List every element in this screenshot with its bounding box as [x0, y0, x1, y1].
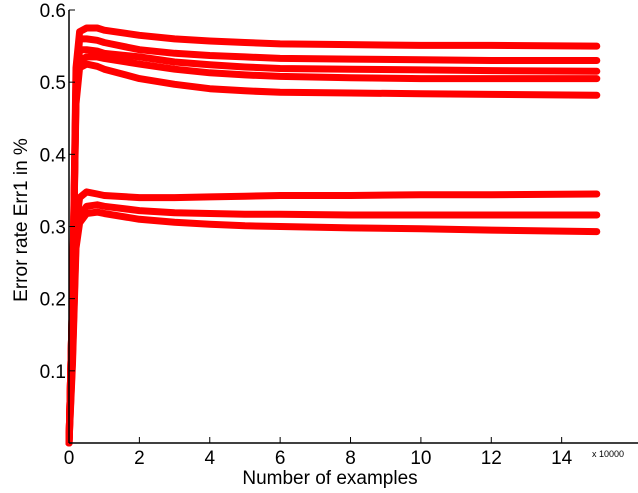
y-tick-label: 0.4 — [40, 145, 67, 166]
y-tick-label: 0.3 — [40, 218, 66, 239]
x-tick-label: 12 — [481, 448, 502, 469]
y-tick-label: 0.6 — [40, 1, 66, 22]
y-tick-label: 0.2 — [40, 290, 66, 311]
x-tick-label: 2 — [134, 448, 145, 469]
x-tick-label: 4 — [204, 448, 215, 469]
ticks-layer: 0 2 4 6 8 10 12 14 0.1 0.2 0.3 0.4 0.5 0.6 — [40, 1, 573, 469]
series-line-5 — [65, 60, 601, 447]
x-tick-label: 8 — [345, 448, 356, 469]
x-tick-label: 14 — [551, 448, 573, 469]
series-line-6 — [65, 188, 601, 447]
series-layer — [65, 24, 601, 447]
series-line-8 — [65, 208, 601, 447]
y-tick-label: 0.5 — [40, 73, 66, 94]
x-tick-label: 6 — [275, 448, 286, 469]
series-line-2 — [65, 35, 601, 447]
x-tick-label: 0 — [64, 448, 75, 469]
x-multiplier-label: x 10000 — [592, 449, 624, 459]
x-tick-label: 10 — [410, 448, 431, 469]
series-line-7 — [65, 201, 601, 447]
y-tick-label: 0.1 — [40, 362, 66, 383]
x-axis-title: Number of examples — [242, 468, 417, 489]
series-line-3 — [65, 46, 601, 447]
series-line-4 — [65, 53, 601, 447]
y-axis-title: Error rate Err1 in % — [11, 138, 32, 302]
